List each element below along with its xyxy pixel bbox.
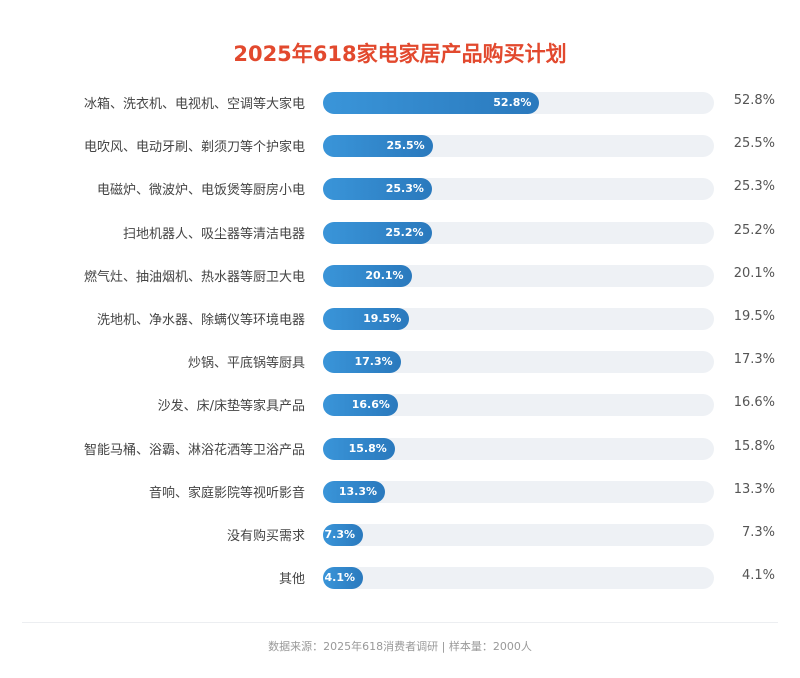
bar-data-label: 7.3% [324,527,355,541]
bar-data-label: 17.3% [354,355,393,369]
bar-track: 52.8% [323,92,714,114]
bar-row: 其他 4.1% 4.1% [0,556,800,599]
value-label: 52.8% [733,93,775,108]
value-label: 25.3% [733,179,775,195]
bar-track: 13.3% [323,480,714,503]
bar-row: 电磁炉、微波炉、电饭煲等厨房小电 25.3% 25.3% [0,167,800,210]
category-label: 洗地机、净水器、除螨仪等环境电器 [96,312,305,328]
value-label: 19.5% [733,308,775,324]
bar: 25.3% [323,178,432,201]
value-label: 4.1% [741,568,775,584]
bar-row: 没有购买需求 7.3% 7.3% [0,513,800,556]
bar-data-label: 19.5% [363,311,402,325]
bar-track: 25.3% [323,178,714,201]
bar-row: 洗地机、净水器、除螨仪等环境电器 19.5% 19.5% [0,297,800,340]
bar-track: 20.1% [323,264,714,287]
bar: 4.1% [323,567,363,590]
bar: 20.1% [323,264,412,287]
bar-track: 25.2% [323,221,714,244]
category-label: 炒锅、平底锅等厨具 [187,356,305,372]
bar-track: 19.5% [323,307,714,330]
bar-row: 音响、家庭影院等视听影音 13.3% 13.3% [0,470,800,513]
bar-track: 17.3% [323,351,714,374]
bar-row: 炒锅、平底锅等厨具 17.3% 17.3% [0,340,800,383]
bar: 16.6% [323,394,398,417]
bar-list: 冰箱、洗衣机、电视机、空调等大家电 52.8% 52.8% 电吹风、电动牙刷、剃须… [0,81,800,599]
bar-row: 智能马桶、浴霸、淋浴花洒等卫浴产品 15.8% 15.8% [0,427,800,470]
bar-row: 电吹风、电动牙刷、剃须刀等个护家电 25.5% 25.5% [0,124,800,167]
bar: 17.3% [323,351,401,374]
bar: 13.3% [323,480,385,503]
category-label: 智能马桶、浴霸、淋浴花洒等卫浴产品 [83,442,305,458]
bar: 25.2% [323,221,432,244]
value-label: 17.3% [733,352,775,368]
bar-data-label: 4.1% [324,571,355,585]
bar: 52.8% [323,92,540,114]
bar-row: 冰箱、洗衣机、电视机、空调等大家电 52.8% 52.8% [0,81,800,124]
category-label: 没有购买需求 [226,528,305,544]
bar-data-label: 16.6% [351,398,390,412]
category-label: 音响、家庭影院等视听影音 [148,485,305,501]
category-label: 燃气灶、抽油烟机、热水器等厨卫大电 [83,269,305,285]
category-label: 电吹风、电动牙刷、剃须刀等个护家电 [83,140,305,156]
bar-track: 16.6% [323,394,714,417]
bar-data-label: 25.3% [385,182,424,196]
category-label: 沙发、床/床垫等家具产品 [157,399,305,415]
bar: 19.5% [323,307,410,330]
bar-row: 燃气灶、抽油烟机、热水器等厨卫大电 20.1% 20.1% [0,254,800,297]
bar-track: 4.1% [323,567,714,590]
bar-row: 扫地机器人、吸尘器等清洁电器 25.2% 25.2% [0,211,800,254]
bar-row: 沙发、床/床垫等家具产品 16.6% 16.6% [0,383,800,426]
value-label: 20.1% [733,265,775,281]
bar-track: 25.5% [323,135,714,158]
value-label: 16.6% [733,395,775,411]
bar-data-label: 25.2% [385,225,424,239]
bar-data-label: 52.8% [493,96,532,109]
bar-track: 15.8% [323,437,714,460]
bar-data-label: 20.1% [365,268,404,282]
divider [22,622,778,623]
value-label: 15.8% [733,438,775,454]
bar: 7.3% [323,523,363,546]
category-label: 电磁炉、微波炉、电饭煲等厨房小电 [96,183,305,199]
bar-data-label: 25.5% [386,139,425,153]
source-note: 数据来源：2025年618消费者调研 | 样本量：2000人 [268,640,532,653]
category-label: 扫地机器人、吸尘器等清洁电器 [122,226,305,242]
bar-data-label: 15.8% [348,441,387,455]
bar: 15.8% [323,437,395,460]
value-label: 25.5% [733,136,775,152]
bar: 25.5% [323,135,433,158]
bar-data-label: 13.3% [338,484,377,498]
value-label: 7.3% [741,524,775,540]
value-label: 13.3% [733,481,775,497]
value-label: 25.2% [733,222,775,238]
category-label: 冰箱、洗衣机、电视机、空调等大家电 [83,97,305,112]
chart-title: 2025年618家电家居产品购买计划 [233,42,567,66]
category-label: 其他 [278,572,305,588]
bar-track: 7.3% [323,523,714,546]
